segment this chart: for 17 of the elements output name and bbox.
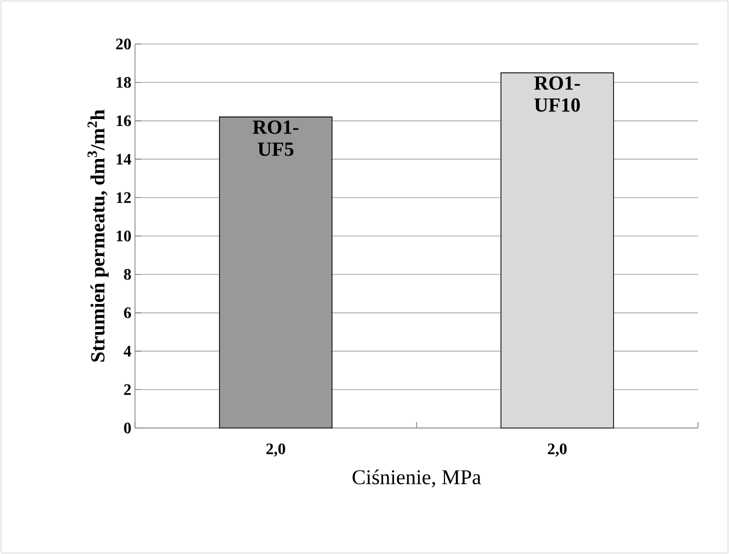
y-tick-label: 18 [116,77,131,88]
y-tick-label: 6 [124,307,131,318]
y-tick-label: 2 [124,384,131,395]
x-tick-label: 2,0 [548,444,567,457]
y-tick-label: 20 [116,38,131,50]
series-label: RO1-UF5 [252,120,298,156]
y-tick-label: 10 [116,230,131,242]
y-tick-label: 12 [116,192,131,203]
y-tick-label: 4 [124,346,132,356]
y-tick-label: 16 [116,115,131,126]
x-tick-label: 2,0 [266,444,286,457]
x-axis-title: Ciśnienie, MPa [352,470,481,488]
y-tick-label: 14 [116,154,132,164]
y-axis-title: Strumień permeatu, dm$^{3}$/m$^{2}$h [88,110,109,362]
y-tick-label: 8 [124,269,131,280]
y-tick-label: 0 [124,422,131,434]
series-label: RO1-UF10 [534,76,580,112]
